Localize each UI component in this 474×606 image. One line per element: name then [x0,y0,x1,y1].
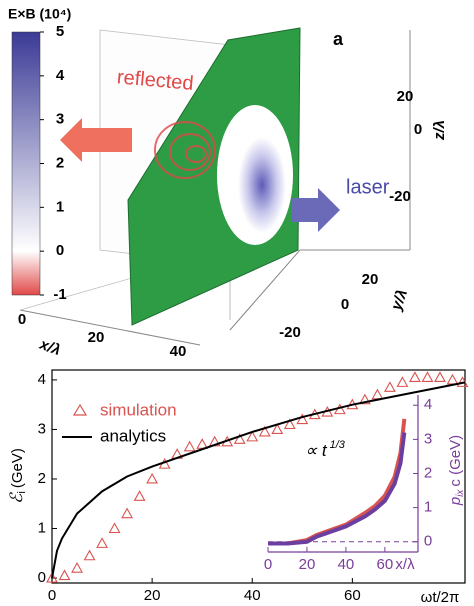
data-point [456,376,469,387]
z-axis-label: z/λ [431,120,448,141]
data-point [296,413,309,425]
colorbar-tick-label: 0 [56,242,64,259]
data-point [271,423,284,434]
data-point [58,569,71,581]
data-point [46,571,58,583]
legend-label: analytics [100,426,166,445]
data-point [196,438,209,449]
y-axis-label: ℰi (GeV) [7,448,27,504]
series-line [268,418,407,546]
colorbar-tick-label: 1 [56,198,64,215]
data-point [409,371,421,382]
panel-a-art [11,27,411,346]
data-point [358,393,371,405]
x-tick-label: 60 [377,556,394,573]
x-ticks-label: 0 [18,311,26,328]
x-tick-label: 20 [299,556,316,573]
x-tick-label: 40 [338,556,355,573]
x-ticks-label: 20 [88,329,105,346]
y-tick-label: 2 [38,470,46,487]
data-point [396,376,409,387]
data-point [233,433,246,444]
data-point [121,507,134,519]
inset-y-unit: c (GeV) [447,435,464,487]
data-point [421,371,434,382]
z-ticks-label: 0 [414,121,422,138]
data-point [146,472,159,484]
x-axis-label: x/λ [37,336,63,359]
colorbar-tick-label: 5 [56,23,64,40]
inset-y-subscript: ix [455,489,466,497]
y-ticks-label: -20 [279,324,301,341]
y-tick-label: 3 [424,430,432,447]
data-point [371,388,384,400]
y-tick-label: 1 [424,499,432,516]
z-ticks-label: 20 [397,88,414,105]
inset-y-label: pix c (GeV) [447,435,466,506]
y-tick-label: 4 [38,371,46,388]
colorbar-tick-label: -1 [53,286,66,303]
legend-marker [72,403,88,416]
plot-frame [51,369,466,584]
y-tick-label: 0 [424,533,432,550]
y-axis-subscript: i [16,491,28,493]
panel-label: a [333,29,344,49]
data-point [383,381,396,392]
inset-x-label: x/λ [395,556,415,573]
y-axis-unit: (GeV) [9,448,26,488]
data-point [71,562,83,573]
data-point [133,490,146,501]
annotation-exponent: 1/3 [330,439,346,451]
x-axis-label: ωt/2π [421,589,460,606]
y-tick-label: 0 [38,569,46,586]
colorbar-tick-label: 4 [56,67,65,84]
legend-label: simulation [100,400,177,419]
colorbar-tick-label: 3 [56,111,64,128]
series-line [51,381,466,579]
y-axis-label: y/λ [388,287,411,313]
data-point [83,549,96,561]
data-point [258,425,271,437]
annotation: ∝ t 1/3 [305,439,346,461]
x-tick-label: 20 [144,587,161,604]
colorbar-title: E×B (10⁴) [8,6,71,22]
x-tick-label: 60 [344,587,361,604]
data-point [96,537,108,548]
x-tick-label: 40 [244,587,261,604]
y-tick-label: 1 [38,519,46,536]
data-point [434,371,446,382]
series-line [268,432,407,546]
data-point [108,522,121,534]
inset-y-symbol: p [447,497,464,506]
z-ticks-label: -20 [389,188,411,205]
annotation-laser: laser [346,176,390,198]
y-tick-label: 2 [424,464,432,481]
y-tick-label: 4 [424,396,432,413]
data-point [246,430,259,442]
y-ticks-label: 0 [341,296,349,313]
y-tick-label: 3 [38,420,46,437]
y-ticks-label: 20 [362,271,379,288]
data-point [446,373,459,385]
data-point [283,418,296,430]
x-tick-label: 0 [264,556,272,573]
x-ticks-label: 40 [170,343,187,360]
colorbar-tick-label: 2 [56,154,64,171]
y-axis-symbol: ℰ [7,492,26,504]
x-tick-label: 0 [48,587,56,604]
data-point [183,440,196,452]
annotation-text: ∝ t [305,441,328,460]
